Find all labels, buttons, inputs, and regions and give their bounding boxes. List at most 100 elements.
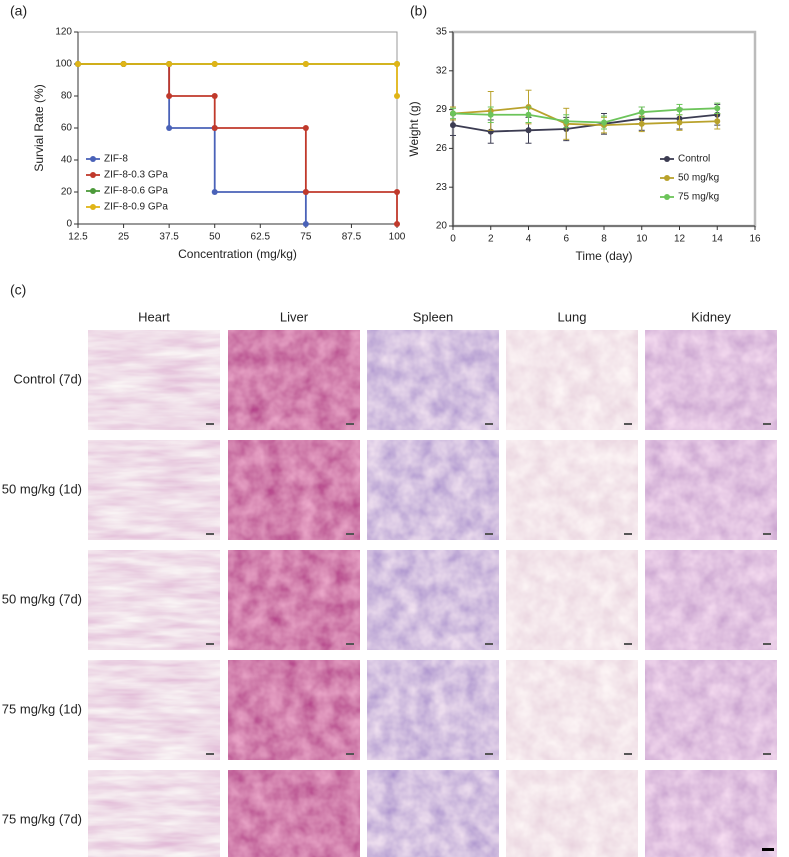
data-point [450, 122, 456, 129]
data-point [525, 111, 532, 118]
scale-bar [763, 753, 771, 755]
x-tick-label: 75 [300, 232, 312, 243]
x-tick-label: 14 [712, 234, 724, 245]
scale-bar [485, 533, 493, 535]
series-line [452, 107, 718, 124]
x-tick-label: 4 [526, 234, 532, 245]
x-tick-label: 62.5 [251, 232, 271, 243]
x-tick-label: 12.5 [68, 232, 88, 243]
data-point [302, 125, 309, 131]
data-point [638, 120, 645, 127]
panel-label: (b) [410, 3, 427, 19]
column-header: Kidney [691, 309, 731, 324]
scale-bar [763, 423, 771, 425]
legend-marker [90, 172, 96, 178]
scale-bar [624, 533, 632, 535]
tissue-image [228, 660, 360, 760]
tissue-image [367, 330, 499, 430]
legend-marker [90, 156, 96, 162]
scale-bar [206, 533, 214, 535]
row-label: 75 mg/kg (7d) [2, 811, 82, 826]
x-tick-label: 50 [209, 232, 221, 243]
y-tick-label: 35 [436, 27, 448, 38]
scale-bar [485, 423, 493, 425]
data-point [525, 127, 532, 134]
legend-marker [664, 175, 670, 181]
y-tick-label: 20 [436, 221, 448, 232]
y-axis-title: Survial Rate (%) [32, 84, 46, 171]
data-point [211, 125, 218, 131]
x-tick-label: 10 [636, 234, 648, 245]
legend-label: ZIF-8 [104, 154, 128, 165]
y-tick-label: 23 [436, 182, 448, 193]
tissue-image [506, 330, 638, 430]
x-axis-title: Concentration (mg/kg) [178, 247, 297, 261]
legend-marker [664, 194, 670, 200]
tissue-image [228, 330, 360, 430]
x-tick-label: 2 [488, 234, 494, 245]
y-tick-label: 80 [61, 91, 73, 102]
data-point [676, 119, 683, 126]
legend-label: ZIF-8-0.9 GPa [104, 202, 168, 213]
tissue-image [367, 770, 499, 857]
y-tick-label: 120 [55, 27, 72, 38]
tissue-image [88, 770, 220, 857]
data-point [394, 221, 400, 227]
data-point [487, 111, 494, 118]
y-tick-label: 26 [436, 143, 448, 154]
series-line [452, 113, 718, 133]
legend-marker [90, 204, 96, 210]
tissue-image [228, 550, 360, 650]
tissue-image [367, 440, 499, 540]
data-point [211, 61, 218, 67]
x-tick-label: 12 [674, 234, 686, 245]
tissue-image [506, 550, 638, 650]
scale-bar [763, 533, 771, 535]
data-point [601, 119, 607, 126]
panel-label: (a) [10, 3, 27, 19]
tissue-image [88, 440, 220, 540]
scale-bar [624, 753, 632, 755]
data-point [120, 61, 127, 67]
tissue-image [228, 440, 360, 540]
tissue-image [506, 440, 638, 540]
legend-label: ZIF-8-0.3 GPa [104, 170, 168, 181]
scale-bar [346, 423, 354, 425]
row-label: 50 mg/kg (1d) [2, 481, 82, 496]
x-tick-label: 16 [749, 234, 761, 245]
scale-bar [624, 643, 632, 645]
data-point [676, 106, 683, 113]
scale-bar [346, 533, 354, 535]
column-header: Liver [280, 309, 309, 324]
tissue-image [645, 330, 777, 430]
legend-label: ZIF-8-0.6 GPa [104, 186, 168, 197]
column-header: Lung [558, 309, 587, 324]
data-point [302, 61, 309, 67]
data-point [638, 109, 645, 116]
y-tick-label: 100 [55, 59, 72, 70]
series-line [452, 106, 718, 127]
scale-bar [485, 643, 493, 645]
data-point [211, 189, 218, 195]
tissue-image [88, 330, 220, 430]
x-tick-label: 6 [563, 234, 569, 245]
tissue-image [88, 550, 220, 650]
y-tick-label: 40 [61, 155, 73, 166]
data-point [166, 61, 173, 67]
x-tick-label: 0 [450, 234, 456, 245]
legend-label: Control [678, 154, 710, 165]
x-axis-title: Time (day) [576, 249, 633, 263]
column-header: Heart [138, 309, 170, 324]
panel-label: (c) [10, 282, 26, 298]
scale-bar [624, 423, 632, 425]
y-tick-label: 0 [66, 219, 72, 230]
x-tick-label: 37.5 [159, 232, 179, 243]
data-point [211, 93, 218, 99]
tissue-image [645, 770, 777, 857]
tissue-image [367, 550, 499, 650]
legend-marker [664, 156, 670, 162]
y-tick-label: 32 [436, 65, 448, 76]
legend-label: 75 mg/kg [678, 192, 719, 203]
scale-bar [762, 848, 774, 851]
